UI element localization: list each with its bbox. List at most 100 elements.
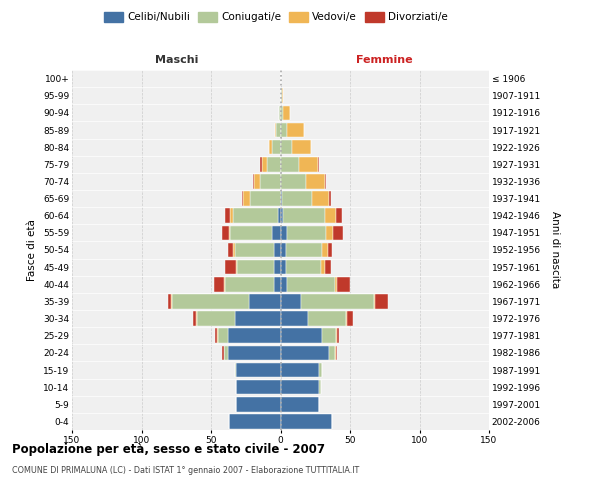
Bar [346,312,347,326]
Bar [225,260,236,274]
Bar [319,362,322,378]
Bar [283,106,290,120]
Bar [224,346,227,360]
Bar [334,226,343,240]
Bar [281,277,287,291]
Bar [236,362,281,378]
Bar [336,346,337,360]
Bar [233,208,278,223]
Bar [229,414,281,428]
Bar [279,106,281,120]
Bar [236,260,238,274]
Bar [336,208,341,223]
Y-axis label: Fasce di età: Fasce di età [28,219,37,281]
Bar [243,192,250,206]
Bar [235,242,274,258]
Bar [260,157,262,172]
Bar [282,192,313,206]
Bar [347,312,353,326]
Bar [225,277,274,291]
Bar [281,140,292,154]
Bar [313,192,329,206]
Bar [262,157,266,172]
Bar [322,328,336,343]
Bar [238,260,274,274]
Bar [292,140,311,154]
Bar [235,312,281,326]
Bar [335,277,337,291]
Bar [260,174,281,188]
Bar [168,294,170,308]
Bar [266,157,281,172]
Bar [250,192,281,206]
Bar [277,122,281,138]
Bar [254,174,260,188]
Bar [218,328,227,343]
Bar [308,312,346,326]
Bar [375,294,388,308]
Bar [281,260,286,274]
Bar [329,192,331,206]
Bar [337,277,350,291]
Bar [227,242,233,258]
Bar [287,226,326,240]
Bar [230,208,233,223]
Bar [281,328,322,343]
Bar [281,397,319,411]
Bar [322,242,328,258]
Bar [222,346,224,360]
Bar [286,242,322,258]
Y-axis label: Anni di nascita: Anni di nascita [550,212,560,288]
Bar [233,242,235,258]
Bar [272,140,281,154]
Bar [242,192,243,206]
Bar [335,346,336,360]
Bar [281,414,332,428]
Bar [281,312,308,326]
Bar [253,174,254,188]
Bar [224,277,225,291]
Bar [281,362,319,378]
Bar [305,174,325,188]
Bar [281,208,283,223]
Bar [278,208,281,223]
Bar [281,346,329,360]
Bar [281,122,287,138]
Bar [283,208,325,223]
Bar [172,294,248,308]
Bar [274,242,281,258]
Text: COMUNE DI PRIMALUNA (LC) - Dati ISTAT 1° gennaio 2007 - Elaborazione TUTTITALIA.: COMUNE DI PRIMALUNA (LC) - Dati ISTAT 1°… [12,466,359,475]
Bar [287,277,335,291]
Bar [248,294,281,308]
Bar [281,380,319,394]
Bar [325,208,336,223]
Bar [318,157,319,172]
Bar [214,277,224,291]
Bar [217,328,218,343]
Bar [374,294,375,308]
Bar [336,328,337,343]
Bar [275,122,277,138]
Bar [281,157,299,172]
Bar [321,260,325,274]
Bar [287,122,304,138]
Bar [225,208,230,223]
Bar [227,328,281,343]
Bar [301,294,374,308]
Legend: Celibi/Nubili, Coniugati/e, Vedovi/e, Divorziati/e: Celibi/Nubili, Coniugati/e, Vedovi/e, Di… [100,8,452,26]
Text: Maschi: Maschi [155,55,198,65]
Bar [227,346,281,360]
Bar [328,242,332,258]
Bar [329,346,335,360]
Bar [281,226,287,240]
Text: Popolazione per età, sesso e stato civile - 2007: Popolazione per età, sesso e stato civil… [12,442,325,456]
Bar [170,294,172,308]
Bar [281,294,301,308]
Bar [325,174,326,188]
Bar [281,192,282,206]
Bar [281,106,283,120]
Bar [274,260,281,274]
Bar [337,328,339,343]
Bar [281,88,282,103]
Bar [215,328,217,343]
